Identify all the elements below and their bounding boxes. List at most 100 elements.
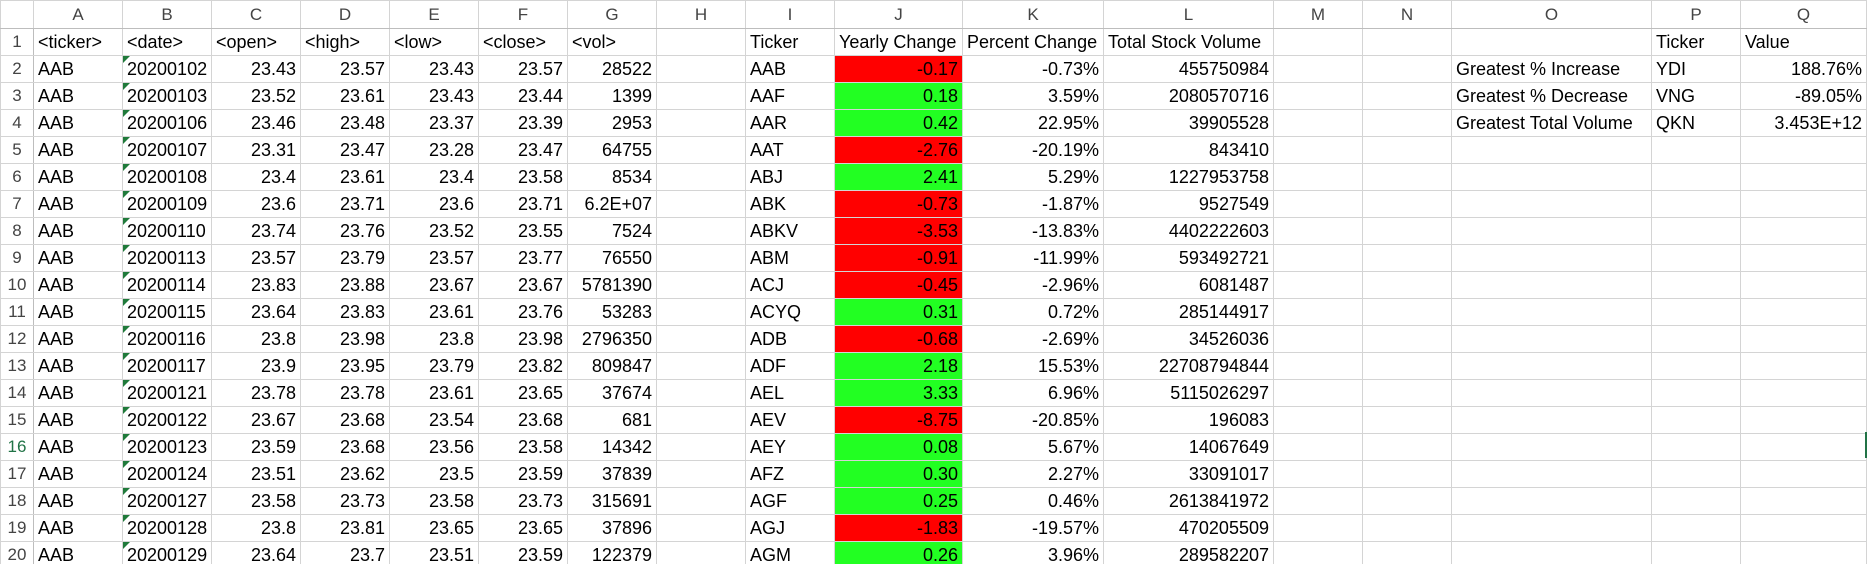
row-header[interactable]: 10: [0, 271, 34, 299]
cell-d19[interactable]: 23.81: [300, 514, 390, 542]
cell-h5[interactable]: [656, 136, 746, 164]
cell-a8[interactable]: AAB: [33, 217, 123, 245]
cell-c2[interactable]: 23.43: [211, 55, 301, 83]
cell-g20[interactable]: 122379: [567, 541, 657, 564]
cell-l18[interactable]: 2613841972: [1103, 487, 1274, 515]
cell-a3[interactable]: AAB: [33, 82, 123, 110]
cell-q13[interactable]: [1740, 352, 1867, 380]
cell-k17[interactable]: 2.27%: [962, 460, 1104, 488]
cell-n2[interactable]: [1362, 55, 1452, 83]
cell-c12[interactable]: 23.8: [211, 325, 301, 353]
cell-e11[interactable]: 23.61: [389, 298, 479, 326]
cell-n19[interactable]: [1362, 514, 1452, 542]
cell-p12[interactable]: [1651, 325, 1741, 353]
cell-e19[interactable]: 23.65: [389, 514, 479, 542]
cell-l11[interactable]: 285144917: [1103, 298, 1274, 326]
cell-b4[interactable]: 20200106: [122, 109, 212, 137]
cell-b10[interactable]: 20200114: [122, 271, 212, 299]
cell-f10[interactable]: 23.67: [478, 271, 568, 299]
cell-c13[interactable]: 23.9: [211, 352, 301, 380]
column-header-j[interactable]: J: [834, 0, 963, 29]
cell-j3[interactable]: 0.18: [834, 82, 963, 110]
cell-h10[interactable]: [656, 271, 746, 299]
column-header-m[interactable]: M: [1273, 0, 1363, 29]
cell-q3[interactable]: -89.05%: [1740, 82, 1867, 110]
cell-q18[interactable]: [1740, 487, 1867, 515]
cell-h11[interactable]: [656, 298, 746, 326]
cell-k7[interactable]: -1.87%: [962, 190, 1104, 218]
cell-h3[interactable]: [656, 82, 746, 110]
cell-h7[interactable]: [656, 190, 746, 218]
cell-n4[interactable]: [1362, 109, 1452, 137]
cell-o12[interactable]: [1451, 325, 1652, 353]
column-header-c[interactable]: C: [211, 0, 301, 29]
cell-c3[interactable]: 23.52: [211, 82, 301, 110]
cell-d20[interactable]: 23.7: [300, 541, 390, 564]
cell-d16[interactable]: 23.68: [300, 433, 390, 461]
column-header-o[interactable]: O: [1451, 0, 1652, 29]
cell-d2[interactable]: 23.57: [300, 55, 390, 83]
cell-a17[interactable]: AAB: [33, 460, 123, 488]
row-header[interactable]: 12: [0, 325, 34, 353]
cell-c20[interactable]: 23.64: [211, 541, 301, 564]
cell-g1[interactable]: <vol>: [567, 28, 657, 56]
cell-p7[interactable]: [1651, 190, 1741, 218]
cell-o13[interactable]: [1451, 352, 1652, 380]
cell-e4[interactable]: 23.37: [389, 109, 479, 137]
cell-q10[interactable]: [1740, 271, 1867, 299]
cell-h9[interactable]: [656, 244, 746, 272]
cell-l10[interactable]: 6081487: [1103, 271, 1274, 299]
cell-e9[interactable]: 23.57: [389, 244, 479, 272]
cell-f5[interactable]: 23.47: [478, 136, 568, 164]
column-header-i[interactable]: I: [745, 0, 835, 29]
cell-i17[interactable]: AFZ: [745, 460, 835, 488]
cell-q4[interactable]: 3.453E+12: [1740, 109, 1867, 137]
cell-o5[interactable]: [1451, 136, 1652, 164]
cell-l12[interactable]: 34526036: [1103, 325, 1274, 353]
cell-m8[interactable]: [1273, 217, 1363, 245]
cell-p3[interactable]: VNG: [1651, 82, 1741, 110]
cell-k9[interactable]: -11.99%: [962, 244, 1104, 272]
cell-h15[interactable]: [656, 406, 746, 434]
cell-l8[interactable]: 4402222603: [1103, 217, 1274, 245]
cell-f7[interactable]: 23.71: [478, 190, 568, 218]
cell-p19[interactable]: [1651, 514, 1741, 542]
cell-d9[interactable]: 23.79: [300, 244, 390, 272]
cell-q8[interactable]: [1740, 217, 1867, 245]
cell-q11[interactable]: [1740, 298, 1867, 326]
cell-o2[interactable]: Greatest % Increase: [1451, 55, 1652, 83]
cell-p9[interactable]: [1651, 244, 1741, 272]
cell-l13[interactable]: 22708794844: [1103, 352, 1274, 380]
cell-j7[interactable]: -0.73: [834, 190, 963, 218]
cell-l9[interactable]: 593492721: [1103, 244, 1274, 272]
cell-a1[interactable]: <ticker>: [33, 28, 123, 56]
cell-a12[interactable]: AAB: [33, 325, 123, 353]
row-header[interactable]: 13: [0, 352, 34, 380]
column-header-k[interactable]: K: [962, 0, 1104, 29]
cell-b3[interactable]: 20200103: [122, 82, 212, 110]
column-header-b[interactable]: B: [122, 0, 212, 29]
cell-l1[interactable]: Total Stock Volume: [1103, 28, 1274, 56]
column-header-l[interactable]: L: [1103, 0, 1274, 29]
cell-j11[interactable]: 0.31: [834, 298, 963, 326]
cell-o11[interactable]: [1451, 298, 1652, 326]
cell-c1[interactable]: <open>: [211, 28, 301, 56]
column-header-d[interactable]: D: [300, 0, 390, 29]
cell-k16[interactable]: 5.67%: [962, 433, 1104, 461]
row-header[interactable]: 9: [0, 244, 34, 272]
cell-o4[interactable]: Greatest Total Volume: [1451, 109, 1652, 137]
cell-j12[interactable]: -0.68: [834, 325, 963, 353]
cell-l14[interactable]: 5115026297: [1103, 379, 1274, 407]
cell-h19[interactable]: [656, 514, 746, 542]
cell-o9[interactable]: [1451, 244, 1652, 272]
cell-f9[interactable]: 23.77: [478, 244, 568, 272]
cell-q17[interactable]: [1740, 460, 1867, 488]
cell-k13[interactable]: 15.53%: [962, 352, 1104, 380]
cell-k14[interactable]: 6.96%: [962, 379, 1104, 407]
cell-j9[interactable]: -0.91: [834, 244, 963, 272]
cell-d18[interactable]: 23.73: [300, 487, 390, 515]
cell-o17[interactable]: [1451, 460, 1652, 488]
cell-b18[interactable]: 20200127: [122, 487, 212, 515]
cell-f20[interactable]: 23.59: [478, 541, 568, 564]
cell-p13[interactable]: [1651, 352, 1741, 380]
